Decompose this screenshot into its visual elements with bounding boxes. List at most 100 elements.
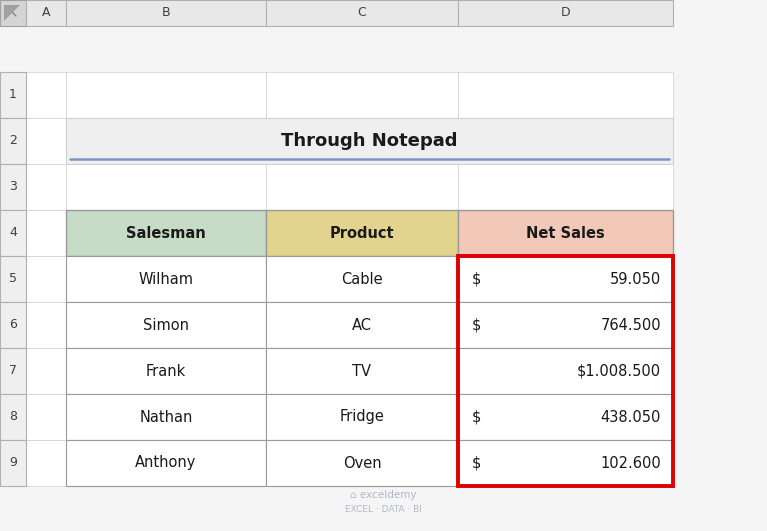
Bar <box>26 302 66 348</box>
Bar <box>26 256 66 302</box>
Bar <box>458 256 673 302</box>
Text: Fridge: Fridge <box>340 409 384 424</box>
Bar <box>66 394 266 440</box>
Text: $: $ <box>472 409 482 424</box>
Bar <box>266 256 458 302</box>
Text: 8: 8 <box>9 410 17 424</box>
Text: EXCEL · DATA · BI: EXCEL · DATA · BI <box>345 504 422 513</box>
Bar <box>458 256 673 486</box>
Bar <box>266 348 458 394</box>
Bar <box>458 118 673 164</box>
Bar <box>26 210 66 256</box>
Bar <box>26 72 66 118</box>
Bar <box>458 210 673 256</box>
Bar <box>66 72 266 118</box>
Bar <box>266 210 458 256</box>
Bar <box>26 440 66 486</box>
Bar <box>266 164 458 210</box>
Bar <box>66 302 266 348</box>
Text: $: $ <box>472 456 482 470</box>
Text: 7: 7 <box>9 364 17 378</box>
Bar <box>0 118 26 164</box>
Bar <box>458 302 673 348</box>
Bar <box>458 164 673 210</box>
Bar <box>26 164 66 210</box>
Bar <box>66 210 266 256</box>
Bar <box>458 302 673 348</box>
Bar <box>266 302 458 348</box>
Bar <box>458 72 673 118</box>
Text: 5: 5 <box>9 272 17 286</box>
Bar <box>66 440 266 486</box>
Text: Anthony: Anthony <box>135 456 196 470</box>
Text: A: A <box>41 6 51 20</box>
Bar <box>458 348 673 394</box>
Text: ⌂ exceldemy: ⌂ exceldemy <box>351 490 416 500</box>
Bar <box>266 118 458 164</box>
Bar <box>458 440 673 486</box>
Bar <box>26 348 66 394</box>
Text: 2: 2 <box>9 134 17 148</box>
Text: Nathan: Nathan <box>140 409 193 424</box>
Bar <box>0 440 26 486</box>
Bar <box>0 0 26 26</box>
Text: 59.050: 59.050 <box>610 271 661 287</box>
Bar <box>458 394 673 440</box>
Bar <box>266 440 458 486</box>
Text: $: $ <box>472 318 482 332</box>
Bar <box>266 302 458 348</box>
Text: Simon: Simon <box>143 318 189 332</box>
Bar <box>26 394 66 440</box>
Text: Salesman: Salesman <box>126 226 206 241</box>
Text: 438.050: 438.050 <box>601 409 661 424</box>
Bar <box>0 256 26 302</box>
Bar <box>66 348 266 394</box>
Bar <box>0 302 26 348</box>
Text: Product: Product <box>330 226 394 241</box>
Bar <box>266 440 458 486</box>
Bar <box>26 118 66 164</box>
Bar <box>66 0 266 26</box>
Text: AC: AC <box>352 318 372 332</box>
Text: D: D <box>561 6 571 20</box>
Text: 764.500: 764.500 <box>601 318 661 332</box>
Text: Oven: Oven <box>343 456 381 470</box>
Text: 9: 9 <box>9 457 17 469</box>
Bar <box>66 302 266 348</box>
Bar <box>66 256 266 302</box>
Bar <box>66 118 673 164</box>
Bar <box>266 256 458 302</box>
Bar <box>458 256 673 302</box>
Bar <box>266 394 458 440</box>
Bar <box>66 440 266 486</box>
Bar <box>66 348 266 394</box>
Bar <box>0 164 26 210</box>
Polygon shape <box>4 5 20 21</box>
Bar <box>458 440 673 486</box>
Text: Through Notepad: Through Notepad <box>281 132 458 150</box>
Bar <box>0 72 26 118</box>
Bar <box>266 0 458 26</box>
Text: 102.600: 102.600 <box>601 456 661 470</box>
Bar <box>458 210 673 256</box>
Text: Cable: Cable <box>341 271 383 287</box>
Text: TV: TV <box>353 364 371 379</box>
Bar <box>26 0 66 26</box>
Bar <box>66 256 266 302</box>
Text: 3: 3 <box>9 181 17 193</box>
Text: C: C <box>357 6 367 20</box>
Bar <box>66 394 266 440</box>
Bar <box>266 210 458 256</box>
Text: $1.008.500: $1.008.500 <box>577 364 661 379</box>
Bar <box>458 0 673 26</box>
Text: $: $ <box>472 271 482 287</box>
Text: B: B <box>162 6 170 20</box>
Bar <box>0 210 26 256</box>
Text: Frank: Frank <box>146 364 186 379</box>
Bar <box>0 394 26 440</box>
Bar <box>66 164 266 210</box>
Bar <box>266 72 458 118</box>
Text: 6: 6 <box>9 319 17 331</box>
Text: Wilham: Wilham <box>139 271 193 287</box>
Bar <box>458 348 673 394</box>
